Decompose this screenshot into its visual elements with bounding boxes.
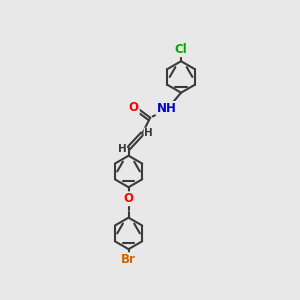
Text: O: O [129, 101, 139, 114]
Text: H: H [118, 144, 127, 154]
Text: H: H [144, 128, 153, 138]
Text: Cl: Cl [175, 43, 188, 56]
Text: Br: Br [121, 253, 136, 266]
Text: O: O [124, 192, 134, 205]
Text: NH: NH [156, 102, 176, 115]
